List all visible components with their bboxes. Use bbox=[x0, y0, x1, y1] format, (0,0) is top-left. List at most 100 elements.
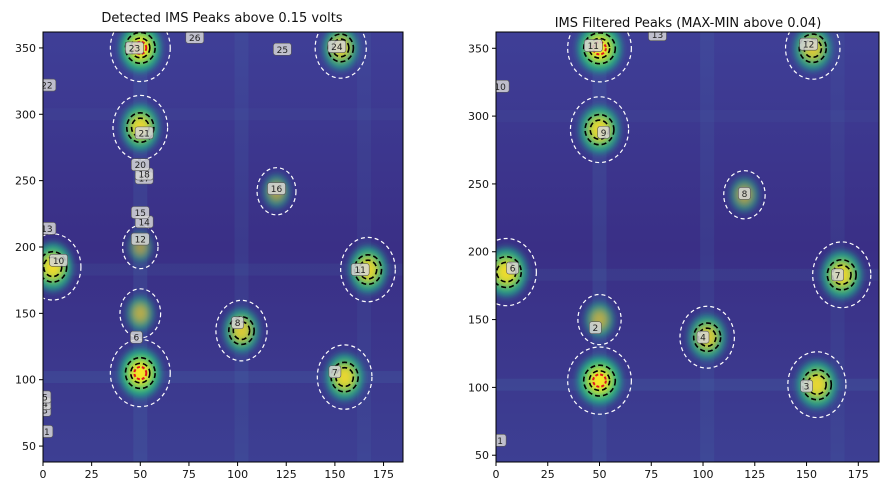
left-chart-title: Detected IMS Peaks above 0.15 volts bbox=[101, 11, 342, 26]
right-peak-label-box bbox=[506, 261, 519, 275]
right-vertical-streak bbox=[830, 32, 845, 462]
right-contour-outer bbox=[679, 305, 735, 369]
left-peak-labels: 134567810111213141516171820212223242526 bbox=[41, 32, 370, 438]
left-y-tick-label: 200 bbox=[15, 241, 36, 254]
left-peak-label-box bbox=[125, 41, 144, 55]
left-peak-label: 6 bbox=[130, 330, 143, 344]
left-peak-label-box bbox=[350, 263, 370, 276]
right-contour-inner bbox=[582, 364, 617, 397]
right-x-tick-label: 0 bbox=[493, 468, 500, 481]
left-horizontal-streak bbox=[43, 108, 403, 121]
right-contour-inner bbox=[584, 113, 615, 146]
left-intensity-blob bbox=[116, 345, 165, 402]
left-peak-label-text: 5 bbox=[42, 393, 48, 403]
left-peak-label: 7 bbox=[328, 365, 342, 379]
right-peak-label: 1 bbox=[496, 433, 507, 447]
right-x-tick-label: 125 bbox=[744, 468, 765, 481]
right-plot-frame bbox=[495, 31, 880, 463]
left-peak-label-text: 22 bbox=[41, 82, 52, 92]
right-y-tick-label: 50 bbox=[475, 449, 489, 462]
left-peak-label-box bbox=[130, 330, 143, 344]
right-contour-inner bbox=[801, 368, 833, 401]
left-peak-label-text: 15 bbox=[135, 209, 146, 219]
left-peak-label-box bbox=[43, 425, 54, 438]
right-contour-core bbox=[806, 374, 827, 396]
right-x-axis: 0 25 50 75 100 125 150 175 bbox=[493, 462, 869, 481]
left-contour-outer bbox=[340, 236, 396, 303]
left-peak-label-box bbox=[328, 365, 342, 379]
left-peak-label-text: 24 bbox=[331, 43, 343, 53]
left-x-tick-label: 0 bbox=[40, 468, 47, 481]
left-contour-inner bbox=[228, 315, 255, 346]
right-peak-label: 10 bbox=[494, 79, 510, 93]
right-contour-outer bbox=[567, 346, 632, 415]
left-contour-outer bbox=[112, 94, 169, 161]
right-contour-outer bbox=[496, 237, 537, 307]
right-peak-label-box bbox=[831, 268, 844, 282]
right-contour-outer bbox=[567, 32, 632, 83]
right-peak-label: 9 bbox=[597, 126, 610, 139]
right-peak-label-box bbox=[648, 32, 667, 42]
left-peak-label-text: 16 bbox=[271, 185, 283, 195]
left-peak-label-text: 7 bbox=[332, 368, 338, 378]
left-x-tick-label: 125 bbox=[276, 468, 297, 481]
right-peak-label: 3 bbox=[800, 379, 813, 393]
right-peak-label-text: 3 bbox=[804, 383, 810, 393]
right-contour-peak bbox=[592, 41, 607, 56]
right-peak-label-box bbox=[799, 37, 818, 51]
left-peak-label: 1 bbox=[43, 425, 54, 438]
left-contour-core bbox=[129, 37, 151, 59]
left-contour-outer bbox=[109, 32, 171, 83]
right-contour-inner bbox=[582, 32, 617, 65]
left-peak-label-text: 21 bbox=[138, 129, 149, 139]
right-chart: IMS Filtered Peaks (MAX-MIN above 0.04) … bbox=[468, 16, 880, 481]
left-peak-label-text: 14 bbox=[138, 218, 150, 228]
left-peak-label-box bbox=[130, 158, 150, 172]
left-y-axis: 50 100 150 200 250 300 350 bbox=[15, 42, 43, 453]
left-peak-label: 21 bbox=[134, 126, 154, 139]
left-peak-label: 25 bbox=[273, 42, 292, 56]
right-peak-label-text: 10 bbox=[494, 83, 506, 93]
right-contour-core bbox=[588, 37, 611, 59]
right-peak-label-text: 13 bbox=[652, 31, 663, 41]
right-x-tick-label: 75 bbox=[644, 468, 658, 481]
right-y-tick-label: 350 bbox=[468, 42, 489, 55]
left-peak-label-box bbox=[273, 42, 292, 56]
right-peak-label: 2 bbox=[589, 321, 602, 334]
left-peak-label-box bbox=[43, 78, 57, 92]
left-peak-label: 5 bbox=[42, 390, 52, 403]
right-peak-label-text: 6 bbox=[510, 265, 516, 275]
left-contour-core bbox=[129, 362, 151, 384]
left-peak-label: 24 bbox=[327, 40, 347, 53]
left-y-tick-label: 100 bbox=[15, 374, 36, 387]
left-peak-label-text: 4 bbox=[42, 400, 48, 410]
right-contour-core bbox=[588, 370, 611, 392]
left-x-tick-label: 75 bbox=[182, 468, 196, 481]
right-x-tick-label: 100 bbox=[693, 468, 714, 481]
left-x-tick-label: 50 bbox=[133, 468, 147, 481]
left-contour-inner bbox=[124, 356, 156, 390]
right-y-tick-label: 200 bbox=[468, 246, 489, 259]
left-peak-label-text: 18 bbox=[138, 171, 150, 181]
left-peak-label: 23 bbox=[125, 41, 144, 55]
left-peak-label-text: 12 bbox=[135, 236, 146, 246]
right-peak-label-text: 1 bbox=[497, 437, 503, 447]
left-x-axis: 0 25 50 75 100 125 150 175 bbox=[40, 462, 394, 481]
left-x-tick-label: 175 bbox=[373, 468, 394, 481]
right-peak-label-text: 2 bbox=[593, 324, 599, 334]
left-heatmap: 134567810111213141516171820212223242526 bbox=[41, 32, 403, 462]
left-intensity-blob bbox=[43, 239, 76, 295]
right-contour-outer bbox=[787, 351, 847, 419]
left-intensity-blob bbox=[322, 350, 367, 404]
right-contour-inner bbox=[826, 258, 857, 291]
left-contour-inner bbox=[124, 32, 156, 65]
right-y-tick-label: 300 bbox=[468, 110, 489, 123]
right-contour-inner bbox=[798, 33, 828, 64]
right-intensity-blob bbox=[582, 298, 617, 341]
left-contour-outer bbox=[215, 299, 268, 362]
left-peak-label-text: 25 bbox=[277, 46, 288, 56]
left-peak-label: 26 bbox=[185, 32, 205, 44]
